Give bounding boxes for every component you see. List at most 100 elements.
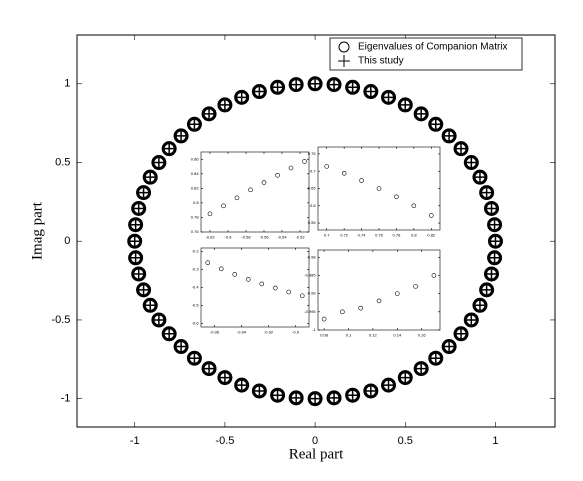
x-tick-label: 1 [492, 435, 498, 447]
point [129, 251, 142, 264]
point [413, 284, 418, 289]
point [203, 362, 216, 375]
point [346, 389, 359, 402]
point [132, 202, 145, 215]
point [218, 371, 231, 384]
y-tick-label: 1 [64, 78, 70, 90]
point [346, 81, 359, 94]
x-tick-label: -0.56 [259, 234, 269, 239]
point [480, 186, 493, 199]
x-tick-label: 0.16 [418, 332, 427, 337]
x-tick-label: 0.78 [393, 232, 402, 237]
y-tick-label: 0.82 [191, 185, 200, 190]
point [455, 142, 468, 155]
point [473, 171, 486, 184]
point [235, 91, 248, 104]
y-tick-label: -1 [61, 393, 71, 405]
y-axis-label: Imag part [29, 201, 45, 260]
point [163, 327, 176, 340]
point [271, 389, 284, 402]
x-tick-label: 0.08 [320, 332, 329, 337]
x-tick-label: -1 [130, 435, 140, 447]
point [328, 78, 341, 91]
x-tick-label: -0.5 [215, 435, 234, 447]
y-tick-label: 0.78 [191, 215, 200, 220]
x-tick-label: -0.62 [205, 234, 215, 239]
point [324, 164, 330, 169]
point [309, 77, 322, 90]
point [415, 107, 428, 120]
point [382, 91, 395, 104]
point [271, 81, 284, 94]
x-tick-label: -0.52 [295, 234, 305, 239]
point [290, 78, 303, 91]
point [235, 379, 248, 392]
point [218, 98, 231, 111]
y-tick-label: -0.4 [192, 285, 200, 290]
legend [329, 37, 523, 71]
point [175, 129, 188, 142]
point [129, 218, 142, 231]
point [411, 203, 417, 209]
point [152, 313, 165, 326]
point [207, 211, 213, 217]
point [188, 118, 201, 131]
plot-area [317, 249, 441, 331]
x-tick-label: -0.58 [241, 234, 251, 239]
point [232, 272, 238, 277]
point [309, 392, 322, 405]
point [364, 85, 377, 98]
point [488, 218, 501, 231]
y-tick-label: 0.65 [308, 186, 317, 191]
x-tick-label: -0.9 [292, 329, 300, 334]
point [234, 195, 240, 201]
x-tick-label: 0.8 [411, 232, 417, 237]
y-tick-label: 0.75 [308, 151, 317, 156]
point [473, 299, 486, 312]
point [465, 313, 478, 326]
point [261, 180, 267, 185]
point [137, 186, 150, 199]
plot-area [317, 146, 441, 231]
point [376, 186, 382, 191]
y-tick-label: 0.76 [191, 229, 200, 234]
x-tick-label: 0 [312, 435, 318, 447]
point [399, 371, 412, 384]
point [364, 384, 377, 397]
point [399, 98, 412, 111]
point [137, 283, 150, 296]
point [163, 142, 176, 155]
point [394, 291, 400, 296]
legend-label: This study [358, 56, 404, 67]
point [286, 289, 292, 295]
point [443, 129, 456, 142]
point [302, 159, 307, 164]
point [144, 299, 157, 312]
point [290, 391, 303, 404]
y-tick-label: 0.7 [310, 168, 316, 173]
point [188, 352, 201, 365]
point [428, 213, 434, 218]
y-tick-label: -0.6 [192, 320, 200, 325]
y-tick-label: -0.995 [304, 309, 316, 314]
x-axis-label: Real part [289, 446, 344, 462]
point [359, 178, 364, 183]
x-tick-label: 0.72 [340, 232, 349, 237]
point [488, 251, 501, 264]
point [455, 327, 468, 340]
point [429, 352, 442, 365]
y-tick-label: -0.985 [304, 273, 316, 278]
x-tick-label: 0.82 [427, 232, 436, 237]
x-tick-label: -0.92 [264, 329, 274, 334]
point [376, 298, 382, 304]
point [340, 309, 345, 315]
x-tick-label: 0.12 [369, 332, 378, 337]
point [485, 267, 498, 280]
point [128, 235, 141, 248]
y-tick-label: -1 [312, 327, 316, 332]
point [248, 187, 253, 193]
point [489, 235, 502, 248]
point [245, 277, 251, 282]
point [253, 85, 266, 98]
plot-area [76, 34, 556, 428]
